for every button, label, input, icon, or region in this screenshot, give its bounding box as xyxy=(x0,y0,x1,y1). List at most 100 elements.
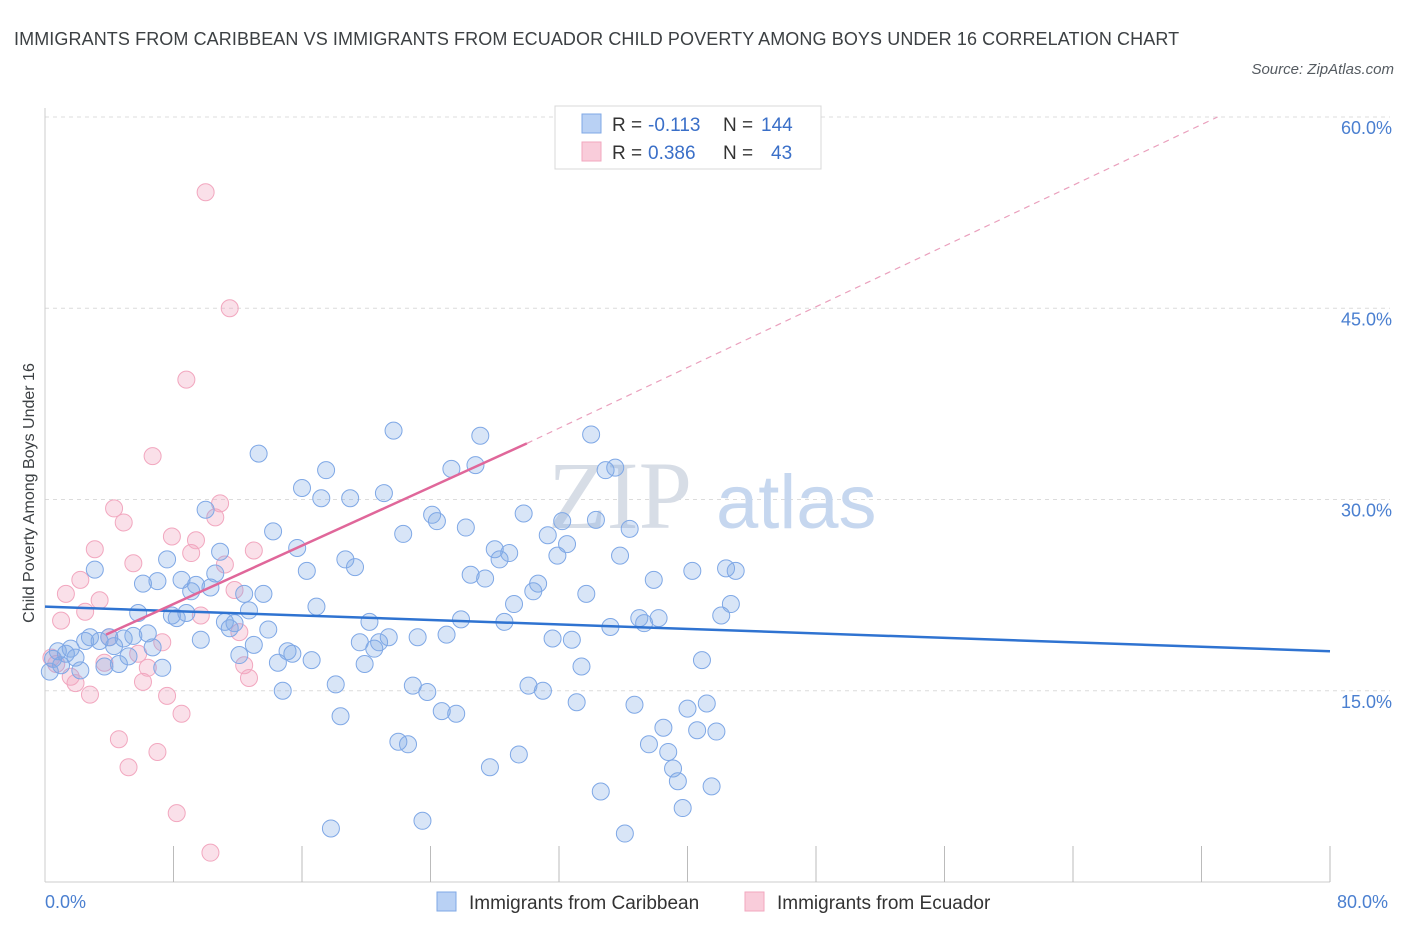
caribbean-point xyxy=(688,721,707,740)
caribbean-point xyxy=(418,683,437,702)
watermark-atlas: atlas xyxy=(716,460,877,545)
ecuador-point xyxy=(90,591,109,610)
caribbean-point xyxy=(562,630,581,649)
caribbean-point xyxy=(702,777,721,796)
caribbean-point xyxy=(143,638,162,657)
caribbean-point xyxy=(379,628,398,647)
caribbean-point xyxy=(639,735,658,754)
ecuador-point xyxy=(244,541,263,560)
ecuador-point xyxy=(124,554,143,573)
caribbean-point xyxy=(591,782,610,801)
caribbean-point xyxy=(620,519,639,538)
ecuador-point xyxy=(230,623,249,642)
caribbean-point xyxy=(567,693,586,712)
ecuador-point xyxy=(61,667,80,686)
caribbean-point xyxy=(437,625,456,644)
caribbean-point xyxy=(529,574,548,593)
legend-n-value-1: 144 xyxy=(761,115,793,136)
caribbean-point xyxy=(153,658,172,677)
caribbean-point xyxy=(259,620,278,639)
caribbean-points xyxy=(40,421,745,843)
caribbean-point xyxy=(307,597,326,616)
top-legend: R = -0.113 N = 144 R = 0.386 N = 43 xyxy=(554,105,822,170)
legend-swatch-caribbean xyxy=(581,113,602,134)
caribbean-point xyxy=(505,595,524,614)
caribbean-point xyxy=(225,614,244,633)
caribbean-point xyxy=(707,722,726,741)
caribbean-point xyxy=(109,654,128,673)
caribbean-point xyxy=(461,565,480,584)
caribbean-point xyxy=(196,500,215,519)
caribbean-point xyxy=(365,639,384,658)
caribbean-point xyxy=(268,653,287,672)
caribbean-point xyxy=(519,676,538,695)
caribbean-point xyxy=(336,550,355,569)
ecuador-point xyxy=(71,570,90,589)
caribbean-point xyxy=(582,425,601,444)
caribbean-point xyxy=(254,584,273,603)
x-tick-label-max: 80.0% xyxy=(1337,892,1388,912)
caribbean-point xyxy=(297,561,316,580)
caribbean-point xyxy=(312,489,331,508)
axes xyxy=(44,108,1331,883)
legend-r-label-1: R = xyxy=(612,115,642,136)
caribbean-point xyxy=(273,681,292,700)
caribbean-point xyxy=(558,535,577,554)
caribbean-point xyxy=(447,704,466,723)
caribbean-point xyxy=(384,421,403,440)
caribbean-point xyxy=(172,570,191,589)
ecuador-point xyxy=(56,584,75,603)
legend-n-value-2: 43 xyxy=(771,143,792,164)
caribbean-point xyxy=(480,758,499,777)
caribbean-point xyxy=(649,609,668,628)
ecuador-point xyxy=(153,633,172,652)
y-tick-labels: 15.0% 30.0% 45.0% 60.0% xyxy=(1341,118,1392,712)
legend-r-label-2: R = xyxy=(612,143,642,164)
caribbean-point xyxy=(456,518,475,537)
caribbean-point xyxy=(476,569,495,588)
caribbean-point xyxy=(548,546,567,565)
ecuador-trendline xyxy=(105,442,528,636)
ecuador-point xyxy=(239,669,258,687)
caribbean-point xyxy=(374,484,393,503)
caribbean-point xyxy=(90,632,109,651)
bottom-legend: Immigrants from Caribbean Immigrants fro… xyxy=(436,891,991,914)
ecuador-point xyxy=(105,499,124,518)
ecuador-point xyxy=(225,581,244,600)
y-axis-label: Child Poverty Among Boys Under 16 xyxy=(21,363,38,623)
ecuador-point xyxy=(133,672,152,691)
ecuador-point xyxy=(158,686,177,705)
caribbean-point xyxy=(543,629,562,648)
caribbean-point xyxy=(326,675,345,694)
caribbean-point xyxy=(52,656,71,675)
caribbean-point xyxy=(235,584,254,603)
ecuador-point xyxy=(52,611,71,630)
caribbean-point xyxy=(148,572,167,591)
caribbean-point xyxy=(427,512,446,531)
caribbean-point xyxy=(712,606,731,625)
caribbean-point xyxy=(538,526,557,545)
caribbean-point xyxy=(413,811,432,830)
chart-source: Source: ZipAtlas.com xyxy=(1251,61,1394,78)
ecuador-point xyxy=(186,531,205,550)
chart-title: IMMIGRANTS FROM CARIBBEAN VS IMMIGRANTS … xyxy=(14,29,1180,49)
y-tick-label-45: 45.0% xyxy=(1341,309,1392,329)
caribbean-point xyxy=(95,657,114,676)
caribbean-point xyxy=(654,718,673,737)
caribbean-trendline xyxy=(44,605,1331,653)
caribbean-point xyxy=(615,824,634,843)
caribbean-point xyxy=(360,612,379,631)
caribbean-point xyxy=(239,601,258,620)
caribbean-point xyxy=(317,461,336,480)
caribbean-point xyxy=(644,570,663,589)
caribbean-point xyxy=(105,637,124,656)
ecuador-point xyxy=(201,843,220,862)
caribbean-point xyxy=(56,644,75,663)
caribbean-point xyxy=(85,560,104,579)
caribbean-point xyxy=(606,458,625,477)
caribbean-point xyxy=(692,651,711,670)
bottom-legend-swatch-ecuador xyxy=(744,891,765,912)
ecuador-point xyxy=(177,370,196,389)
caribbean-point xyxy=(577,584,596,603)
